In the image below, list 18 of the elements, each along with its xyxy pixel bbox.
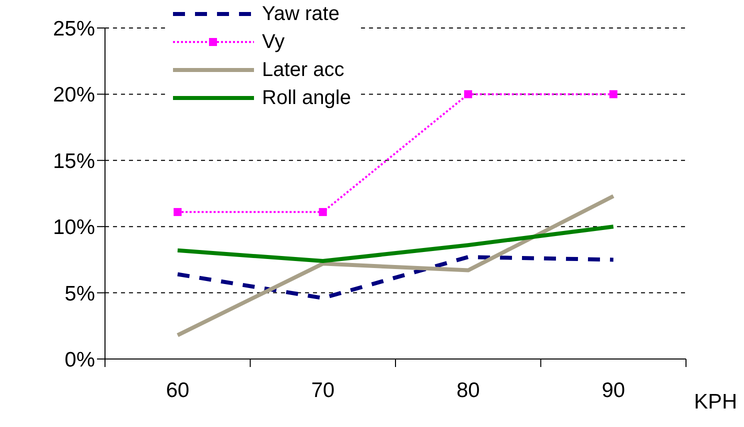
legend-label: Roll angle — [262, 86, 351, 110]
x-axis-title: KPH — [694, 390, 738, 414]
y-tick-label: 20% — [52, 84, 95, 107]
y-tick-label: 0% — [64, 348, 95, 372]
x-tick-label: 70 — [311, 379, 335, 402]
line-series — [176, 194, 616, 338]
y-tick-label: 15% — [52, 150, 95, 173]
x-tick-label: 80 — [456, 379, 480, 402]
x-tick-label: 60 — [166, 379, 190, 402]
y-tick-label: 25% — [52, 17, 95, 40]
legend-label: Later acc — [262, 58, 344, 82]
y-tick-label: 10% — [52, 216, 95, 240]
y-tick-label: 5% — [64, 282, 95, 306]
line-series — [176, 224, 616, 264]
line-series — [176, 255, 616, 300]
x-tick-label: 90 — [602, 379, 626, 402]
legend-label: Yaw rate — [262, 2, 340, 26]
legend-label: Vy — [262, 30, 285, 54]
